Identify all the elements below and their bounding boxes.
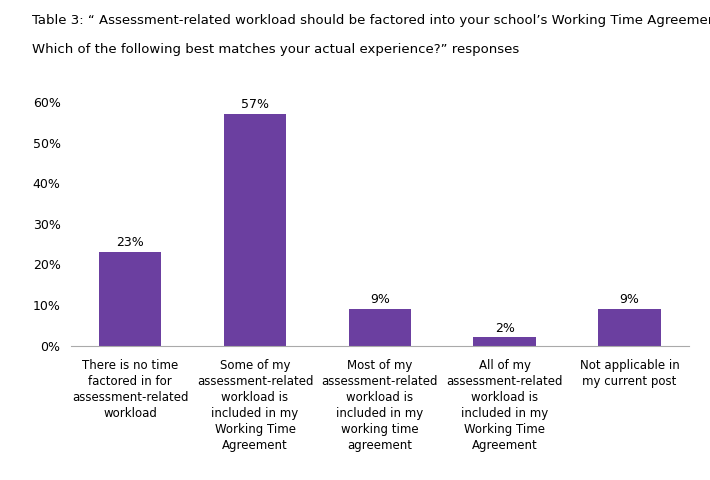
Text: 57%: 57% [241, 98, 269, 111]
Text: 2%: 2% [495, 322, 515, 335]
Bar [474, 337, 536, 346]
Text: 9%: 9% [370, 293, 390, 306]
Text: Table 3: “ Assessment-related workload should be factored into your school’s Wor: Table 3: “ Assessment-related workload s… [32, 14, 710, 27]
Text: 9%: 9% [620, 293, 640, 306]
Text: Which of the following best matches your actual experience?” responses: Which of the following best matches your… [32, 43, 519, 56]
Bar [599, 309, 660, 346]
Bar [349, 309, 411, 346]
Bar [224, 114, 286, 346]
Text: 23%: 23% [116, 236, 144, 249]
Bar [99, 252, 161, 346]
